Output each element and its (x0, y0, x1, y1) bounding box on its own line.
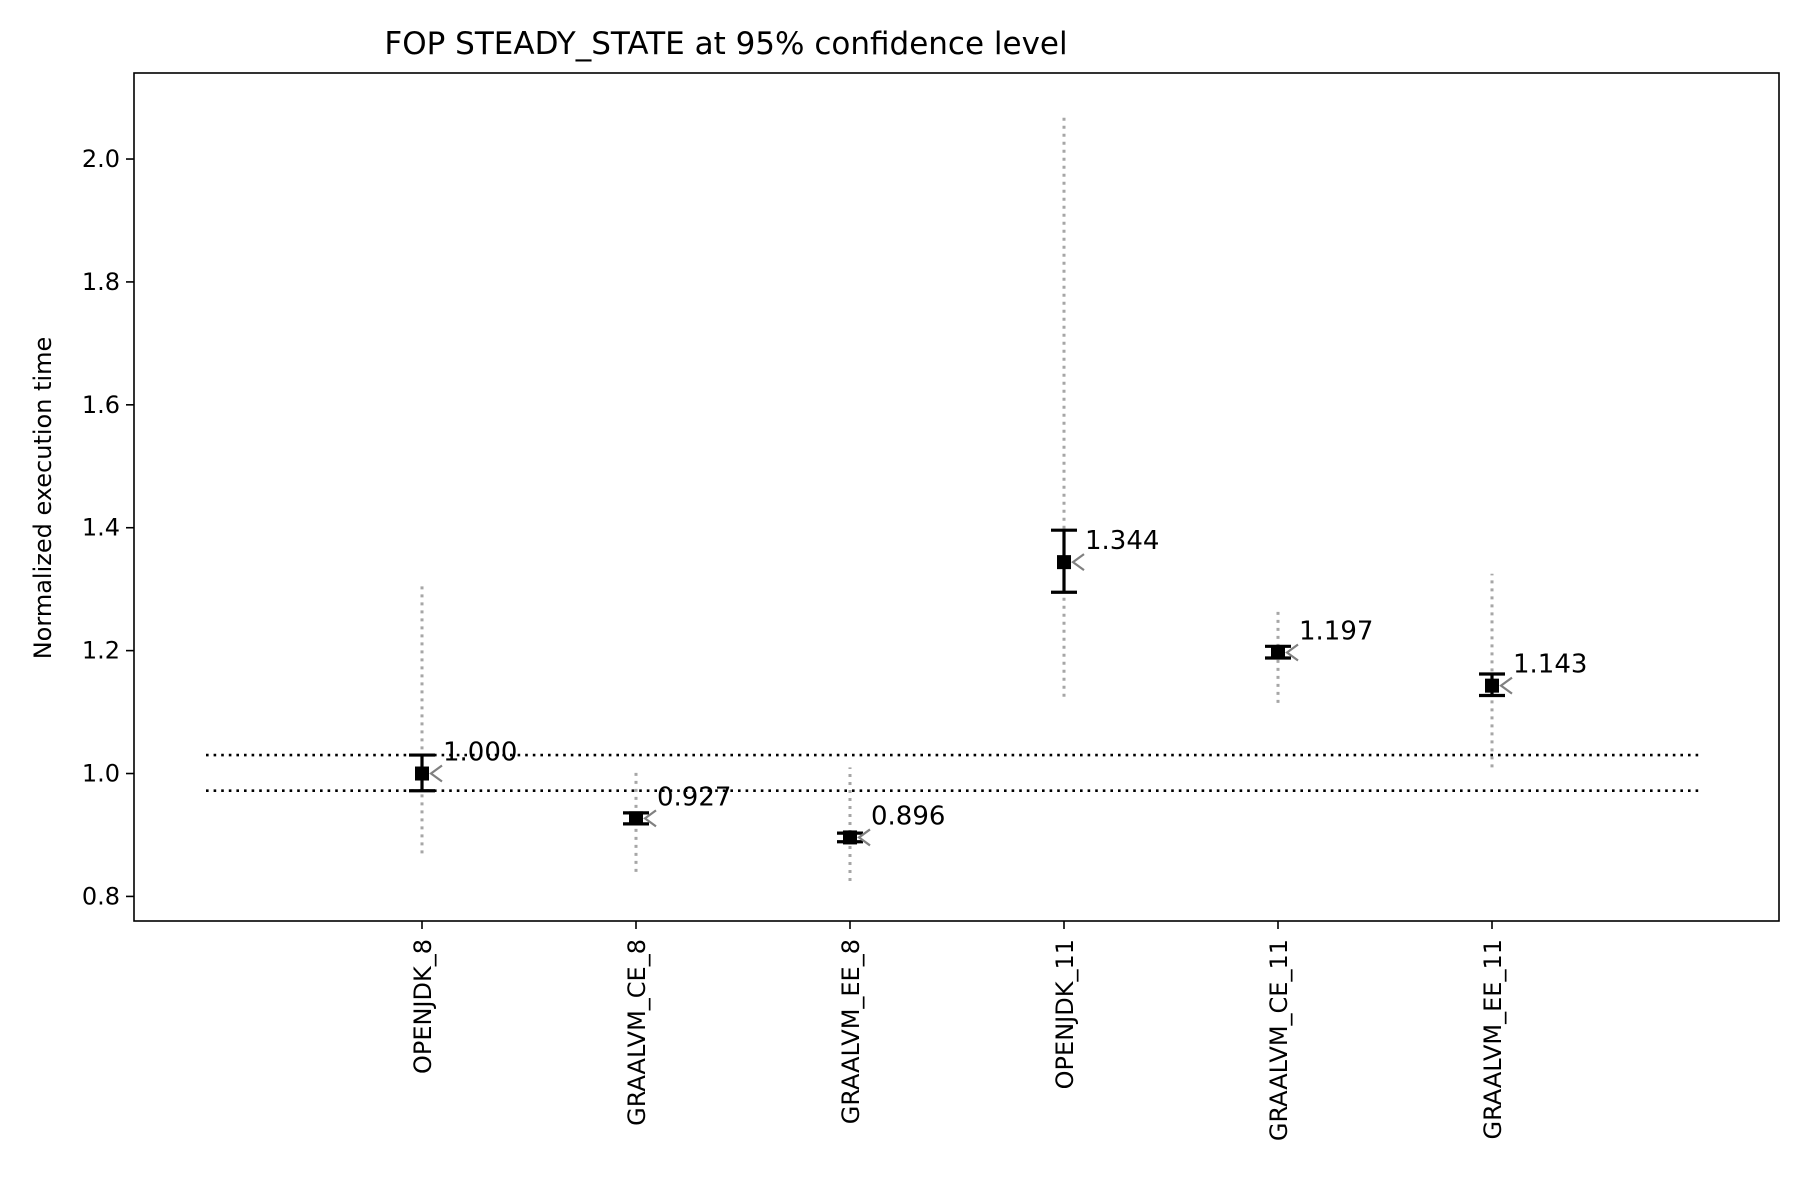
data-point (629, 811, 643, 826)
y-axis: 0.8 1.0 1.2 1.4 1.6 1.8 2.0 (82, 145, 134, 910)
data-point-group: 1.197 (1265, 610, 1373, 703)
x-axis: OPENJDK_8 GRAALVM_CE_8 GRAALVM_EE_8 OPENJDK… (409, 921, 1507, 1141)
x-tick-label: OPENJDK_8 (409, 939, 437, 1074)
data-point (843, 830, 857, 845)
data-point-group: 0.927 (623, 770, 731, 872)
reference-lines (206, 753, 1702, 793)
value-label: 0.927 (657, 782, 731, 812)
annotation-arrow (1071, 553, 1085, 572)
y-tick-label: 1.4 (82, 514, 120, 542)
plot-area (133, 72, 1780, 922)
data-point (415, 766, 429, 781)
x-tick-label: OPENJDK_11 (1051, 939, 1079, 1089)
data-point (1057, 555, 1071, 570)
y-tick-label: 0.8 (82, 882, 120, 910)
annotation-arrow (429, 764, 443, 783)
data-point-group: 1.000 (409, 583, 517, 854)
x-tick-label: GRAALVM_CE_11 (1265, 939, 1293, 1141)
x-tick-label: GRAALVM_EE_11 (1479, 939, 1507, 1140)
value-label: 1.000 (443, 738, 517, 768)
y-tick-label: 1.2 (82, 637, 120, 665)
value-label: 0.896 (871, 801, 945, 831)
annotation-arrow (1285, 643, 1299, 662)
value-label: 1.143 (1513, 650, 1587, 680)
data-point-group: 1.344 (1051, 112, 1159, 697)
annotation-arrow (643, 809, 657, 828)
x-tick-label: GRAALVM_EE_8 (837, 939, 865, 1124)
y-axis-label: Normalized execution time (29, 337, 57, 660)
y-tick-label: 1.6 (82, 391, 120, 419)
value-label: 1.344 (1085, 526, 1159, 556)
data-point-group: 0.896 (837, 767, 945, 882)
y-tick-label: 2.0 (82, 145, 120, 173)
data-point (1271, 645, 1285, 660)
annotation-arrow (1499, 676, 1513, 695)
y-tick-label: 1.0 (82, 760, 120, 788)
data-point-group: 1.143 (1479, 573, 1587, 768)
data-point (1485, 678, 1499, 693)
x-tick-label: GRAALVM_CE_8 (623, 939, 651, 1126)
value-label: 1.197 (1299, 616, 1373, 646)
annotation-arrow (857, 828, 871, 847)
y-tick-label: 1.8 (82, 268, 120, 296)
chart-title: FOP STEADY_STATE at 95% confidence level (384, 26, 1067, 62)
data-marks: 1.000 0.927 0.896 1.344 1.197 1.143 (409, 112, 1587, 882)
